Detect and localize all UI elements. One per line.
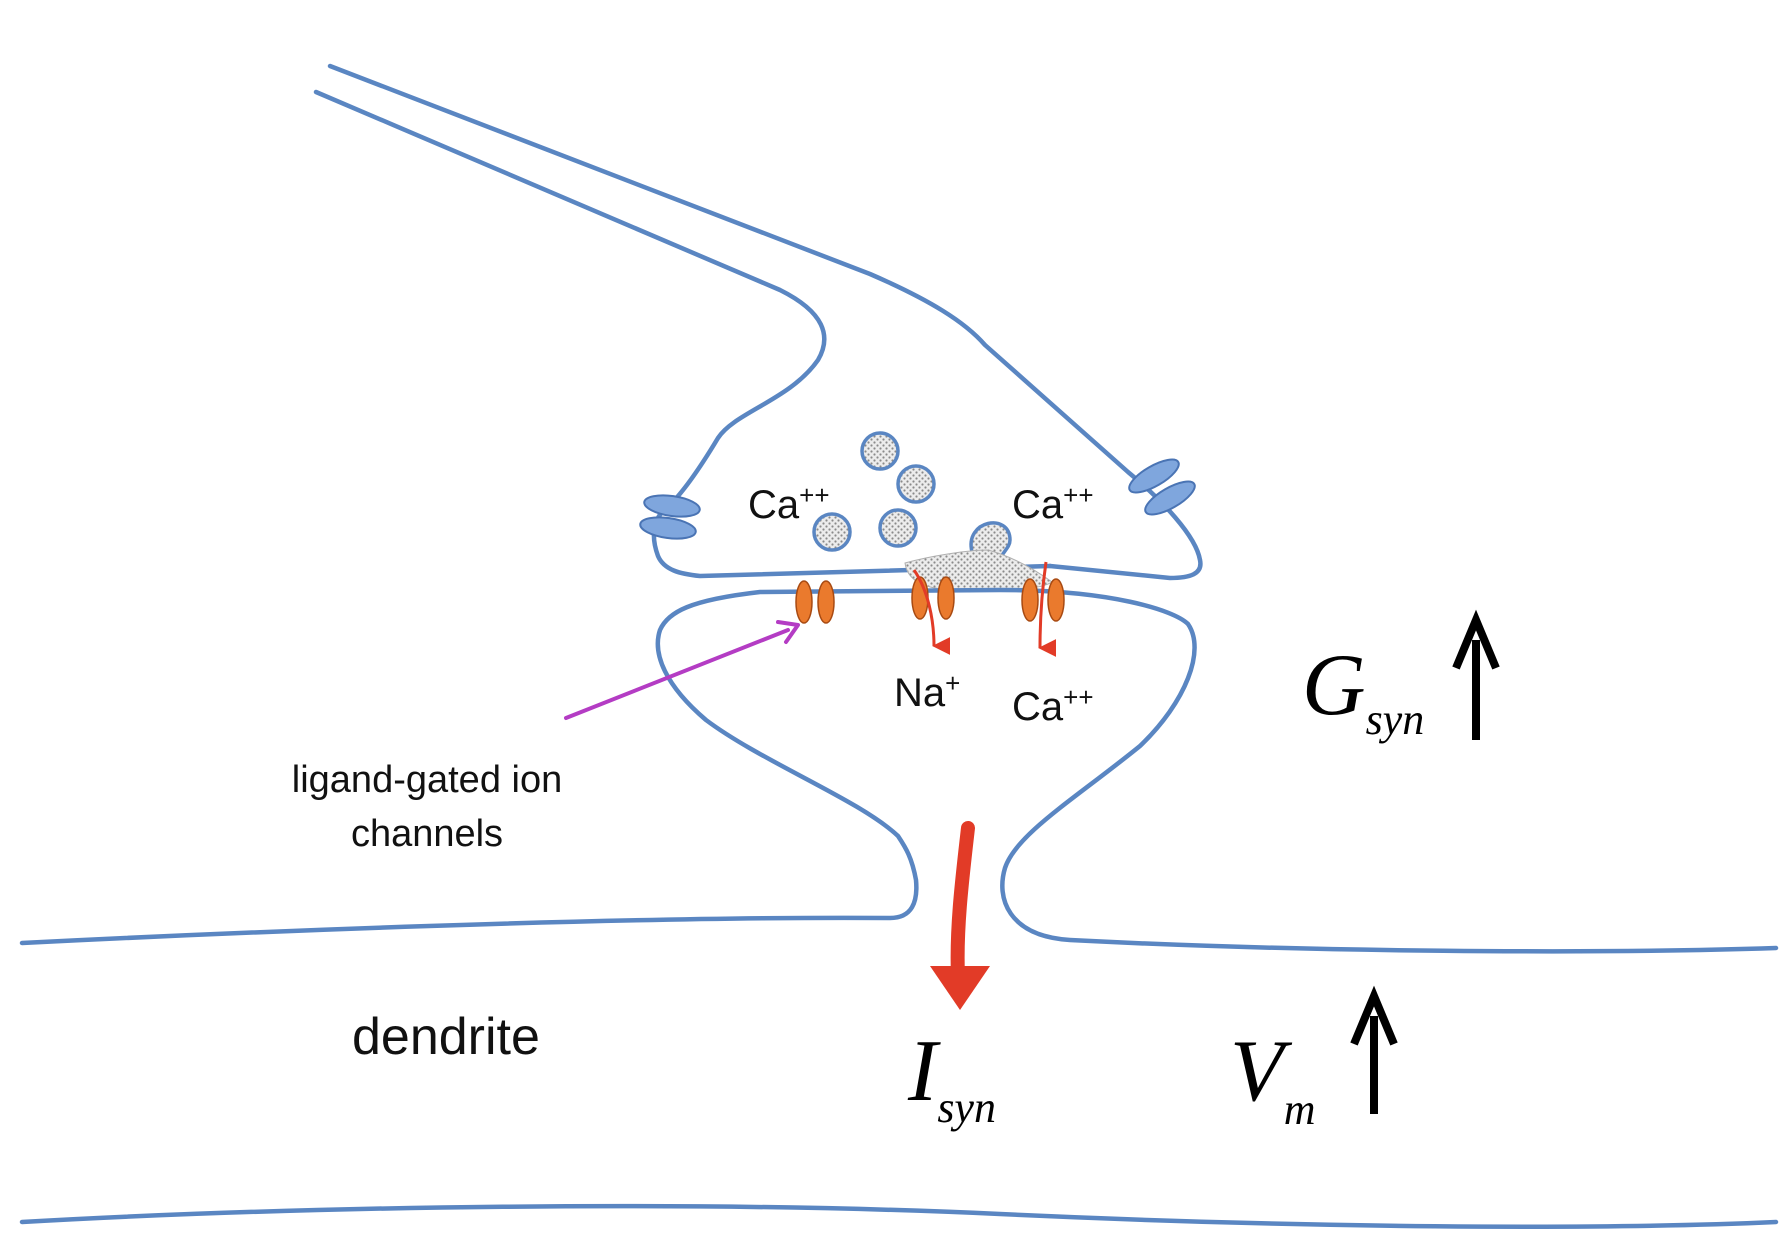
na-influx-arrow <box>912 569 951 655</box>
gsyn-main: G <box>1302 637 1366 734</box>
calcium-channel <box>1128 458 1180 494</box>
ca-right-charge: ++ <box>1063 480 1093 510</box>
synaptic-vesicles <box>812 431 936 552</box>
gsyn-arrow-head <box>1452 609 1500 670</box>
vm-sub: m <box>1284 1085 1316 1134</box>
ligand-gated-channel <box>817 580 835 624</box>
symbol-isyn: Isyn <box>907 1023 996 1132</box>
ligand-gated-channel <box>937 576 955 620</box>
ligand-gated-channels <box>795 576 1065 624</box>
axon-membrane-lower <box>313 89 1053 579</box>
vm-main: V <box>1230 1023 1293 1120</box>
isyn-arrow-head <box>930 966 990 1010</box>
ca-left-symbol: Ca <box>748 483 800 527</box>
vesicle <box>812 512 852 552</box>
symbol-gsyn: Gsyn <box>1302 637 1424 744</box>
calcium-channels-right <box>1128 458 1196 516</box>
ligand-gated-channel <box>1021 578 1039 622</box>
ca-post-symbol: Ca <box>1012 685 1064 729</box>
annotation-arrow-head <box>776 620 800 644</box>
calcium-channels-left <box>639 494 701 540</box>
label-ca-left: Ca++ <box>748 480 830 527</box>
annotation-arrow <box>564 620 800 720</box>
symbol-vm: Vm <box>1230 1023 1316 1134</box>
calcium-channel <box>1144 480 1196 516</box>
isyn-main: I <box>907 1023 941 1120</box>
calcium-channel <box>639 516 697 540</box>
ion-flow-arrows <box>912 561 1057 658</box>
vm-arrow-head <box>1350 985 1398 1046</box>
na-symbol: Na <box>894 671 946 715</box>
vesicle <box>878 508 918 548</box>
vesicle <box>860 431 900 471</box>
dendrite-membrane-lower <box>19 1203 1779 1229</box>
label-ca-right: Ca++ <box>1012 480 1094 527</box>
ca-influx-arrow <box>1038 561 1057 658</box>
ca-left-charge: ++ <box>799 480 829 510</box>
ca-right-symbol: Ca <box>1012 483 1064 527</box>
synaptic-current-arrow <box>930 821 990 1010</box>
gsyn-sub: syn <box>1366 695 1425 744</box>
dendrite-label: dendrite <box>352 1008 540 1066</box>
calcium-channel <box>643 494 701 518</box>
isyn-arrow-shaft <box>950 821 975 983</box>
postsynaptic-spine <box>19 587 1779 954</box>
ligand-gated-channel <box>795 580 813 624</box>
na-charge: + <box>945 668 960 698</box>
label-na: Na+ <box>894 668 960 715</box>
label-ca-post: Ca++ <box>1012 682 1094 729</box>
annotation-label-line2: channels <box>351 813 503 855</box>
annotation-label-line1: ligand-gated ion <box>292 759 562 801</box>
vm-increase-arrow <box>1350 985 1398 1114</box>
ca-post-charge: ++ <box>1063 682 1093 712</box>
vesicle <box>896 464 936 504</box>
ligand-gated-channel <box>1047 578 1065 622</box>
gsyn-increase-arrow <box>1452 609 1500 740</box>
isyn-sub: syn <box>937 1083 996 1132</box>
annotation-arrow-shaft <box>564 628 790 720</box>
spine-membrane-left <box>19 587 1779 954</box>
